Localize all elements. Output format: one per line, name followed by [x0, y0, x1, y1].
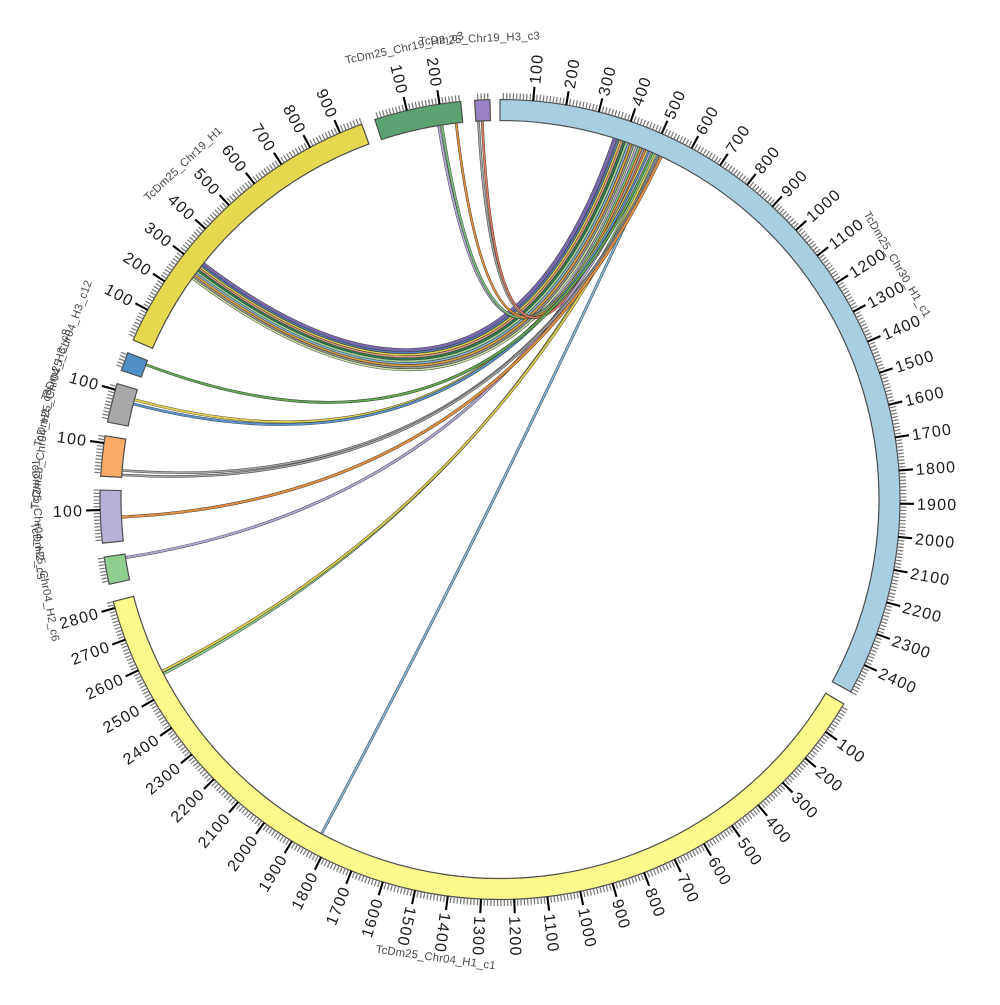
svg-text:100: 100 [527, 53, 546, 85]
svg-text:1800: 1800 [915, 459, 957, 479]
svg-text:1900: 1900 [917, 497, 958, 514]
svg-text:1200: 1200 [505, 916, 523, 957]
svg-text:1300: 1300 [468, 916, 487, 957]
svg-text:100: 100 [53, 503, 84, 521]
